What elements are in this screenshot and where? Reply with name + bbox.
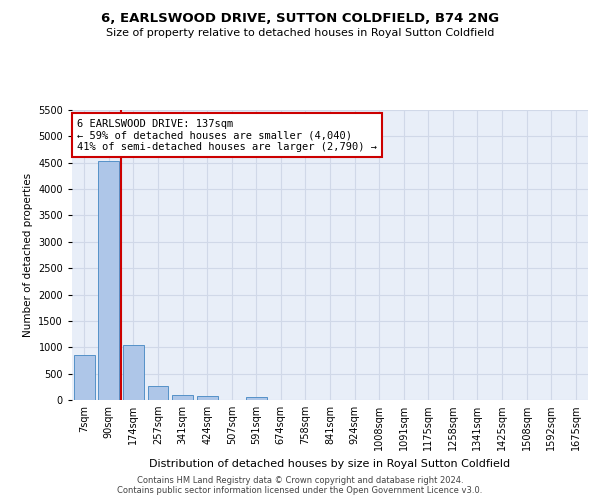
Text: 6, EARLSWOOD DRIVE, SUTTON COLDFIELD, B74 2NG: 6, EARLSWOOD DRIVE, SUTTON COLDFIELD, B7… (101, 12, 499, 26)
X-axis label: Distribution of detached houses by size in Royal Sutton Coldfield: Distribution of detached houses by size … (149, 458, 511, 468)
Bar (74, 355, 95, 400)
Bar (172, 396, 193, 400)
Text: 6 EARLSWOOD DRIVE: 137sqm
← 59% of detached houses are smaller (4,040)
41% of se: 6 EARLSWOOD DRIVE: 137sqm ← 59% of detac… (77, 118, 377, 152)
Bar (246, 397, 267, 400)
Y-axis label: Number of detached properties: Number of detached properties (23, 173, 32, 337)
Bar (98, 160, 119, 400)
Bar (148, 386, 169, 400)
Bar (123, 344, 144, 400)
Text: Contains HM Land Registry data © Crown copyright and database right 2024.: Contains HM Land Registry data © Crown c… (137, 476, 463, 485)
Bar (197, 396, 218, 400)
Text: Size of property relative to detached houses in Royal Sutton Coldfield: Size of property relative to detached ho… (106, 28, 494, 38)
Text: Contains public sector information licensed under the Open Government Licence v3: Contains public sector information licen… (118, 486, 482, 495)
